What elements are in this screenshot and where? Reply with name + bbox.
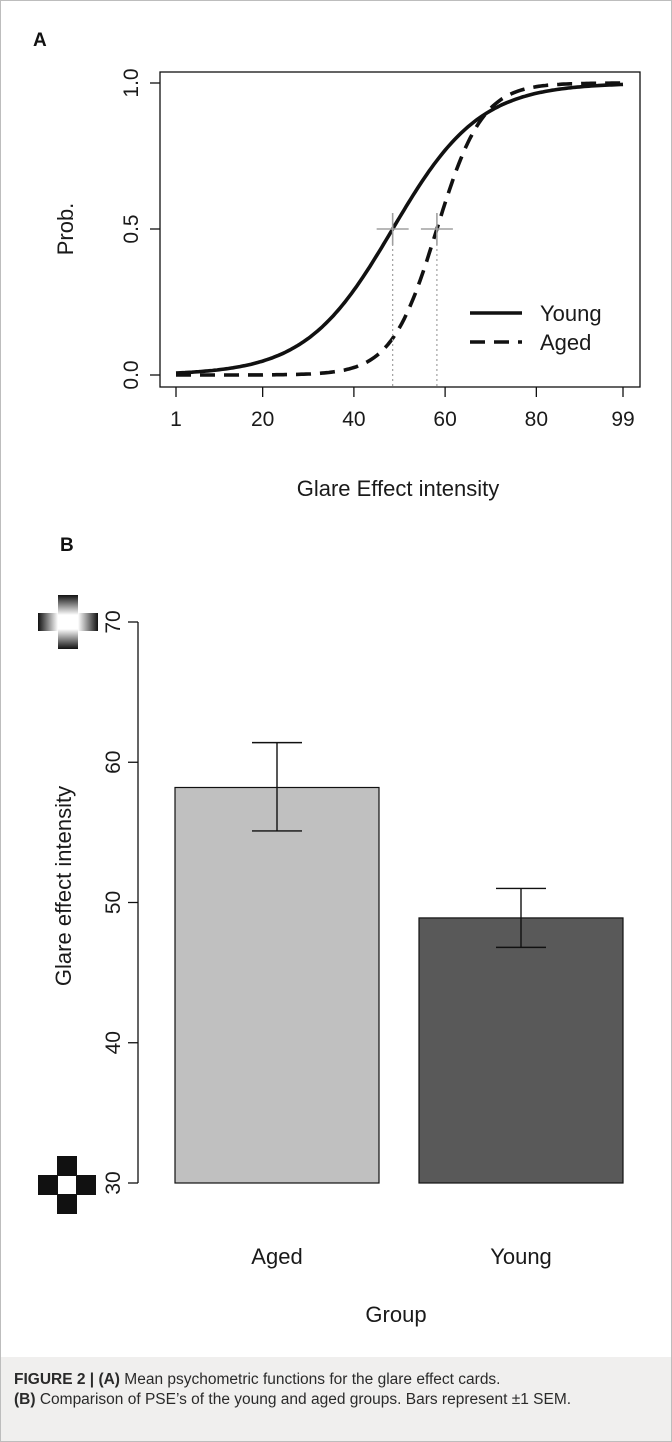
bar-young [418,917,624,1184]
caption-part-a-label: (A) [98,1371,120,1388]
caption-part-b-text: Comparison of PSE’s of the young and age… [35,1391,572,1408]
glare-card-icon [38,595,98,649]
x-tick-label: 1 [170,408,182,431]
category-label-young: Young [490,1244,552,1269]
legend-label-aged: Aged [540,330,591,355]
y-tick-label: 60 [102,751,125,774]
panel-a-chart: A Prob. Glare Effect intensity 1 20 40 60 80… [33,30,641,501]
curve-aged [176,81,623,377]
legend-label-young: Young [540,301,602,326]
y-tick-label: 0.0 [120,360,143,389]
figure-caption: FIGURE 2 | (A) Mean psychometric functio… [14,1370,654,1410]
y-tick-label: 1.0 [120,68,143,97]
panel-b-ylabel: Glare effect intensity [51,786,76,986]
caption-figure-label: FIGURE 2 | [14,1371,95,1388]
bar-aged [174,786,380,1184]
category-label-aged: Aged [251,1244,302,1269]
x-tick-label: 20 [251,408,274,431]
panel-b-xlabel: Group [365,1302,426,1327]
figure-charts: A Prob. Glare Effect intensity 1 20 40 60 80… [33,30,641,1327]
panel-a-letter: A [33,30,47,51]
control-card-icon [38,1156,96,1214]
panel-b-chart: B Glare effect intensity Group 30 40 50 60 7… [38,535,624,1327]
panel-a-ylabel: Prob. [53,203,78,256]
curve-young [175,82,624,375]
y-tick-label: 0.5 [120,214,143,243]
x-tick-label: 99 [611,408,634,431]
x-tick-label: 80 [525,408,548,431]
x-tick-label: 40 [342,408,365,431]
y-tick-label: 50 [102,891,125,914]
y-tick-label: 40 [102,1031,125,1054]
x-tick-label: 60 [433,408,456,431]
panel-b-letter: B [60,535,74,556]
caption-part-b-label: (B) [14,1391,36,1408]
y-tick-label: 70 [102,610,125,633]
caption-part-a-text: Mean psychometric functions for the glar… [119,1371,501,1388]
y-tick-label: 30 [102,1171,125,1194]
caption-box [1,1357,671,1441]
panel-a-xlabel: Glare Effect intensity [297,476,500,501]
